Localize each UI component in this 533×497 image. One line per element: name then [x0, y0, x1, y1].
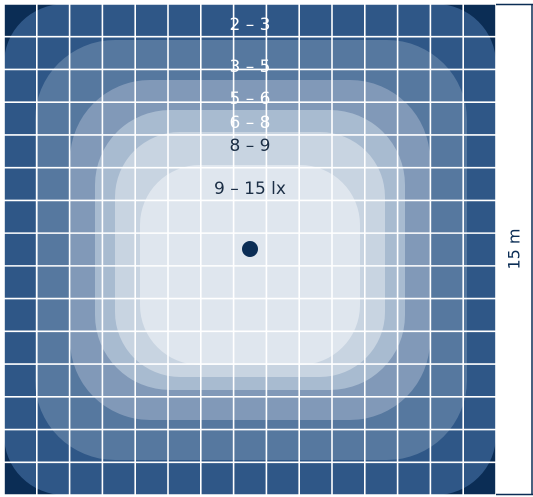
zone-label-2-3: 2 – 3 [230, 15, 271, 35]
zone-label-8-9: 8 – 9 [230, 136, 271, 156]
zone-label-5-6: 5 – 6 [230, 89, 271, 109]
grid-lines [3, 3, 497, 496]
zone-labels: 2 – 3 3 – 5 5 – 6 6 – 8 8 – 9 9 – 15 lx [214, 15, 286, 199]
dimension-indicator: 15 m [496, 3, 533, 496]
zone-label-6-8: 6 – 8 [230, 113, 271, 133]
zone-label-3-5: 3 – 5 [230, 57, 271, 77]
zone-9-15 [140, 165, 360, 365]
light-source-dot [242, 241, 258, 257]
dimension-label: 15 m [505, 228, 524, 269]
zone-label-9-15: 9 – 15 lx [214, 179, 286, 199]
